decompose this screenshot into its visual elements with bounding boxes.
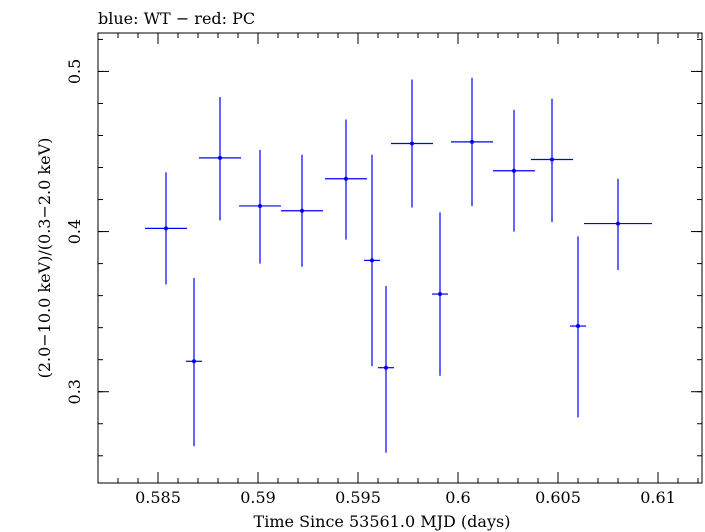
y-tick-label: 0.4 [65,219,84,244]
data-marker [384,365,388,370]
data-point [364,154,380,367]
data-point [451,77,493,206]
chart-title: blue: WT − red: PC [98,9,255,28]
y-axis-label: (2.0−10.0 keV)/(0.3−2.0 keV) [35,138,54,379]
plot-frame [97,32,703,484]
data-point [239,149,281,264]
y-axis: 0.3 0.4 0.5 [65,38,702,457]
data-marker [344,176,348,181]
data-marker [258,203,262,208]
x-axis: 0.585 0.59 0.595 0.6 0.605 0.61 [97,33,699,507]
data-marker [616,221,620,226]
data-marker [512,168,516,173]
data-marker [410,141,414,146]
x-tick-label: 0.6 [445,488,470,507]
x-tick-label: 0.59 [240,488,276,507]
data-marker [438,292,442,297]
data-point [493,109,535,232]
x-tick-label: 0.605 [535,488,581,507]
data-point [325,119,367,240]
data-marker [192,359,196,364]
data-marker [218,155,222,160]
data-marker [470,139,474,144]
data-marker [370,258,374,263]
data-point [432,212,448,376]
data-point [378,286,394,453]
data-point [199,97,241,221]
data-marker [300,208,304,213]
data-point [145,172,187,285]
data-marker [550,157,554,162]
data-point [391,79,433,208]
x-tick-label: 0.585 [135,488,181,507]
y-tick-label: 0.5 [65,59,84,84]
x-axis-label: Time Since 53561.0 MJD (days) [254,512,511,531]
x-tick-label: 0.595 [335,488,381,507]
data-point [584,178,652,271]
data-point [186,278,202,447]
data-point [281,154,323,267]
y-tick-label: 0.3 [65,379,84,404]
data-marker [164,226,168,231]
data-marker [576,324,580,329]
data-point [531,98,573,222]
data-series [145,77,652,453]
data-point [570,236,586,418]
x-tick-label: 0.61 [640,488,676,507]
